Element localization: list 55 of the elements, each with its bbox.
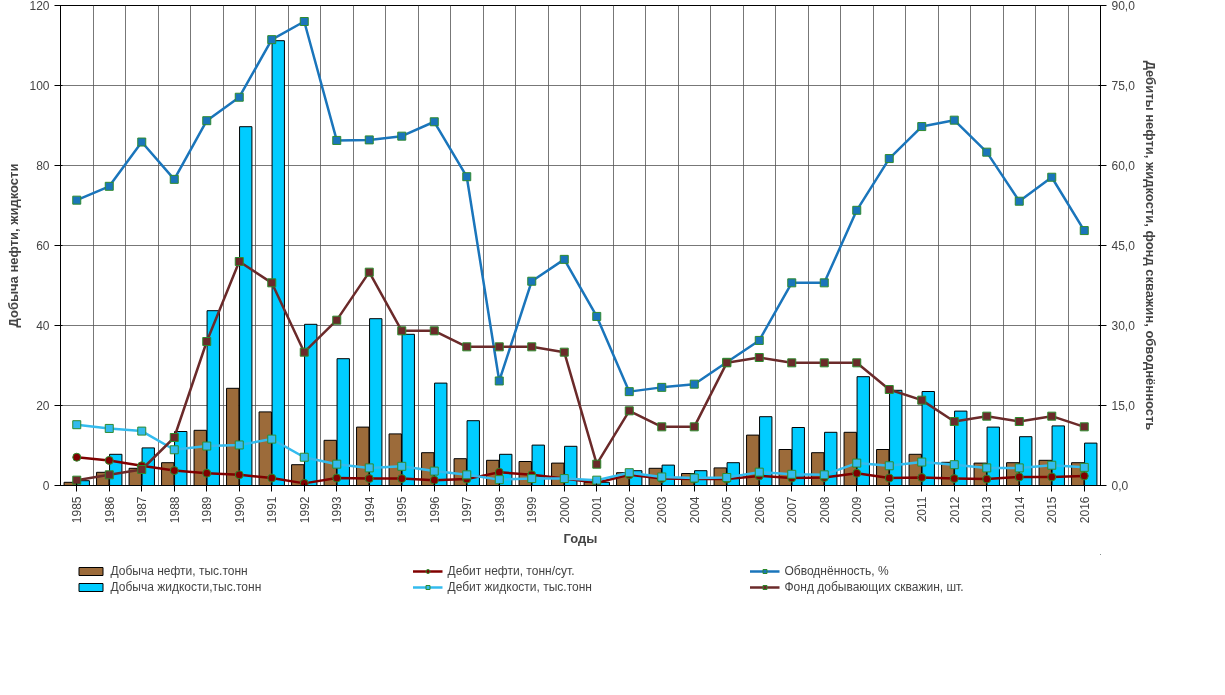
- legend-label: Фонд добывающих скважин, шт.: [784, 580, 965, 594]
- x-tick-label: 1991: [265, 496, 280, 524]
- y-axis-title: Добыча нефти, жидкости: [6, 163, 22, 328]
- y-tick-label: 60: [36, 239, 50, 253]
- x-tick-label: 2006: [752, 496, 767, 524]
- y2-tick-label: 75,0: [1111, 79, 1136, 93]
- x-tick-label: 1987: [135, 496, 150, 524]
- y2-tick-label: 45,0: [1111, 239, 1136, 253]
- y-tick-label: 0: [42, 479, 50, 493]
- x-tick-label: 1990: [232, 496, 247, 524]
- y2-tick-label: 60,0: [1111, 159, 1136, 173]
- y-tick-label: 80: [36, 159, 50, 173]
- x-tick-label: 2011: [915, 496, 930, 523]
- x-tick-label: 2010: [882, 496, 897, 524]
- x-tick-label: 1996: [427, 496, 442, 524]
- x-tick-label: 1995: [395, 496, 410, 524]
- legend-label: Дебит нефти, тонн/сут.: [447, 564, 576, 578]
- y-tick-label: 20: [36, 399, 50, 413]
- legend-label: Дебит жидкости, тыс.тонн: [447, 580, 593, 594]
- y2-axis-title: Дебиты нефти, жидкости, фонд скважин, обводнённость: [1142, 60, 1158, 431]
- y2-tick-label: 15,0: [1111, 399, 1136, 413]
- x-tick-label: 1993: [330, 496, 345, 524]
- y2-tick-label: 0,0: [1111, 479, 1129, 493]
- x-tick-label: 1985: [70, 496, 85, 524]
- x-tick-label: 2000: [557, 496, 572, 524]
- x-tick-label: 2016: [1077, 496, 1092, 524]
- x-tick-label: 2009: [850, 496, 865, 524]
- x-tick-label: 2014: [1012, 496, 1027, 524]
- y-tick-label: 100: [29, 79, 50, 93]
- y-tick-label: 40: [36, 319, 50, 333]
- y2-tick-label: 30,0: [1111, 319, 1136, 333]
- x-axis-title: Годы: [563, 531, 598, 547]
- legend-label: Добыча нефти, тыс.тонн: [110, 564, 249, 578]
- y2-tick-label: 90,0: [1111, 0, 1136, 13]
- x-tick-label: 1997: [460, 496, 475, 524]
- x-tick-label: 2008: [817, 496, 832, 524]
- x-tick-label: 2013: [980, 496, 995, 524]
- y-tick-label: 120: [29, 0, 50, 13]
- legend-label: Обводнённость, %: [784, 564, 890, 578]
- x-tick-label: 1986: [102, 496, 117, 524]
- x-tick-label: 2003: [655, 496, 670, 524]
- x-tick-label: 2007: [785, 496, 800, 524]
- x-tick-label: 1992: [297, 496, 312, 524]
- x-tick-label: 2001: [590, 496, 605, 524]
- x-tick-label: 2015: [1045, 496, 1060, 524]
- x-tick-label: 1988: [167, 496, 182, 524]
- x-tick-label: 1998: [492, 496, 507, 524]
- x-tick-label: 2002: [622, 496, 637, 524]
- x-tick-label: 1989: [200, 496, 215, 524]
- x-tick-label: 2005: [720, 496, 735, 524]
- x-tick-label: 2004: [687, 496, 702, 524]
- x-tick-label: 1999: [525, 496, 540, 524]
- legend-label: Добыча жидкости,тыс.тонн: [110, 580, 263, 594]
- x-tick-label: 1994: [362, 496, 377, 524]
- x-tick-label: 2012: [947, 496, 962, 524]
